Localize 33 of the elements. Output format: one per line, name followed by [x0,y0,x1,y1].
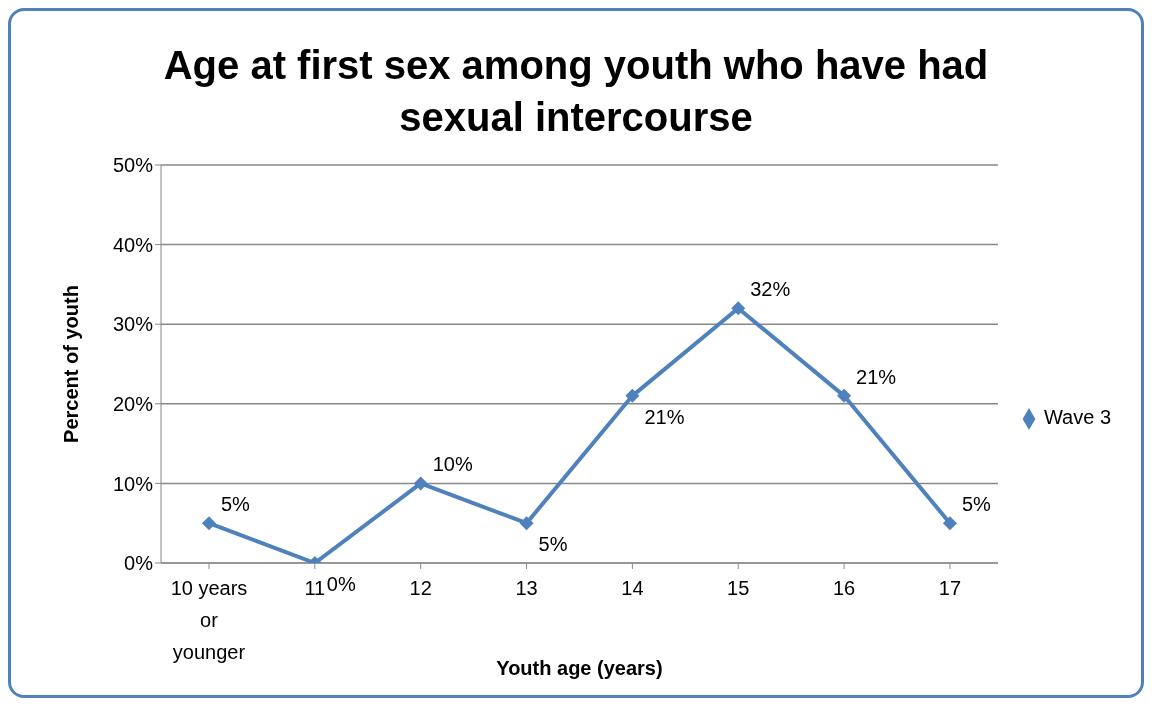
x-tick-label: 17 [938,577,962,599]
data-label: 21% [644,405,685,428]
y-tick-label: 30% [112,313,154,336]
chart-title: Age at first sex among youth who have had sexual intercourse [162,42,990,141]
point [202,516,216,531]
x-tick-label: 11 [304,577,326,599]
y-tick-label: 20% [112,392,154,415]
data-label: 5% [221,493,251,516]
x-axis-title: Youth age (years) [496,657,663,679]
x-tick-label: 13 [515,577,538,599]
point [519,516,534,531]
legend-label: Wave 3 [1043,406,1111,429]
point [625,388,640,403]
y-tick-label: 0% [124,552,154,575]
y-tick-label: 10% [112,472,154,495]
data-label: 32% [750,278,791,301]
x-tick-label: 12 [409,577,432,599]
data-label: 5% [538,533,568,556]
y-tick-label: 50% [112,154,154,177]
y-tick-label: 40% [112,233,154,256]
point [413,476,428,491]
point [837,388,852,403]
data-label: 0% [326,573,356,595]
point [942,516,957,531]
data-label: 5% [961,493,992,516]
point [731,301,746,316]
y-axis-title: Percent of youth [60,285,83,443]
x-tick-label: 14 [621,577,644,599]
data-label: 21% [856,365,897,388]
x-tick-label: 16 [832,577,856,599]
x-tick-label: 10 years or younger [170,577,248,663]
x-tick-label: 15 [727,577,750,599]
data-label: 10% [432,453,473,476]
